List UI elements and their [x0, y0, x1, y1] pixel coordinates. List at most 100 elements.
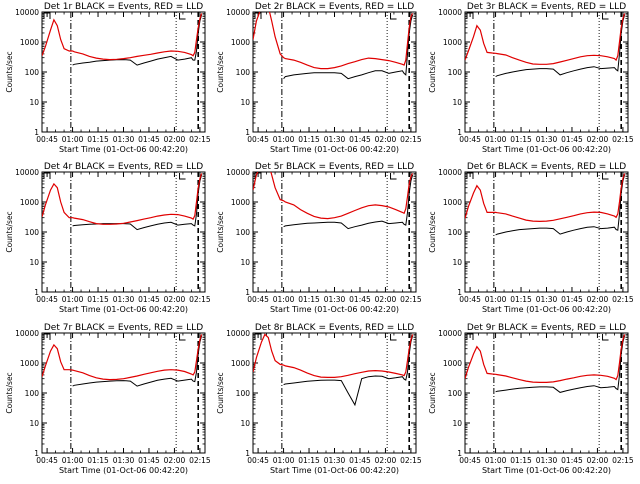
x-tick-label: 02:00 — [587, 135, 609, 144]
panel-1: Det 1r BLACK = Events, RED = LLD 1 10 100 10… — [5, 2, 211, 154]
y-tick-label: 10 — [452, 258, 462, 267]
y-tick-label: 100 — [448, 228, 463, 237]
panel-3: Det 3r BLACK = Events, RED = LLD 1 10 100 10… — [428, 2, 634, 154]
plot-frame — [464, 332, 629, 454]
x-tick-label: 00:45 — [247, 456, 269, 465]
y-tick-label: 1000 — [231, 359, 250, 368]
x-tick-label: 02:15 — [189, 456, 211, 465]
x-tick-label: 02:00 — [375, 135, 397, 144]
y-tick-label: 10000 — [438, 329, 462, 338]
x-axis-label: Start Time (01-Oct-06 00:42:20) — [59, 145, 188, 154]
y-tick-label: 100 — [236, 68, 251, 77]
x-tick-label: 01:45 — [138, 456, 160, 465]
panel-8: Det 8r BLACK = Events, RED = LLD 1 10 100 10… — [216, 323, 422, 475]
time-range-bracket — [390, 334, 397, 341]
x-tick-label: 01:15 — [87, 295, 109, 304]
plot-frame — [41, 11, 206, 133]
x-tick-label: 02:00 — [375, 456, 397, 465]
panel-title: Det 1r BLACK = Events, RED = LLD — [44, 2, 203, 12]
y-tick-label: 10000 — [15, 8, 39, 17]
x-axis-label: Start Time (01-Oct-06 00:42:20) — [482, 466, 611, 475]
x-tick-label: 01:15 — [298, 135, 320, 144]
x-tick-label: 01:45 — [561, 456, 583, 465]
y-tick-label: 100 — [448, 389, 463, 398]
x-tick-label: 00:45 — [459, 295, 481, 304]
panel-title: Det 7r BLACK = Events, RED = LLD — [44, 323, 203, 333]
y-tick-label: 100 — [25, 68, 40, 77]
y-tick-label: 1000 — [20, 198, 39, 207]
y-tick-label: 10000 — [226, 168, 250, 177]
y-tick-label: 1 — [457, 449, 462, 458]
series-events-line — [72, 174, 203, 231]
x-tick-label: 01:00 — [273, 135, 295, 144]
x-axis-label: Start Time (01-Oct-06 00:42:20) — [482, 145, 611, 154]
y-tick-label: 10 — [240, 98, 250, 107]
y-tick-label: 1 — [457, 288, 462, 297]
plot-frame — [41, 171, 206, 293]
x-tick-label: 01:00 — [62, 456, 84, 465]
plot-frame — [252, 11, 417, 133]
series-events-line — [72, 14, 203, 66]
series-events-line — [283, 335, 414, 407]
x-tick-label: 01:00 — [485, 135, 507, 144]
y-tick-label: 1000 — [231, 198, 250, 207]
x-axis-label: Start Time (01-Oct-06 00:42:20) — [270, 305, 399, 314]
x-axis-label: Start Time (01-Oct-06 00:42:20) — [482, 305, 611, 314]
x-tick-label: 02:15 — [400, 456, 422, 465]
time-range-bracket — [466, 12, 474, 19]
time-range-bracket — [602, 13, 609, 20]
y-tick-label: 1 — [457, 128, 462, 137]
time-range-bracket — [179, 173, 186, 180]
series-lld-line — [42, 334, 203, 381]
panel-title: Det 6r BLACK = Events, RED = LLD — [467, 162, 626, 172]
x-tick-label: 01:15 — [298, 456, 320, 465]
time-range-bracket — [390, 173, 397, 180]
x-tick-label: 02:15 — [189, 295, 211, 304]
x-tick-label: 02:00 — [164, 456, 186, 465]
series-lld-line — [253, 333, 414, 378]
y-tick-label: 100 — [236, 228, 251, 237]
x-tick-label: 01:30 — [113, 295, 135, 304]
panel-title: Det 5r BLACK = Events, RED = LLD — [255, 162, 414, 172]
x-tick-label: 02:15 — [189, 135, 211, 144]
x-tick-label: 01:15 — [87, 135, 109, 144]
y-tick-label: 1 — [245, 128, 250, 137]
time-range-bracket — [254, 333, 262, 340]
y-tick-label: 10000 — [15, 168, 39, 177]
y-tick-label: 1 — [34, 449, 39, 458]
y-axis-label: Counts/sec — [428, 51, 437, 92]
y-tick-label: 10 — [29, 98, 39, 107]
series-lld-line — [42, 173, 203, 225]
x-tick-label: 01:45 — [138, 295, 160, 304]
y-tick-label: 100 — [448, 68, 463, 77]
x-tick-label: 02:00 — [375, 295, 397, 304]
panel-4: Det 4r BLACK = Events, RED = LLD 1 10 100 10… — [5, 162, 211, 314]
y-tick-label: 10 — [240, 419, 250, 428]
y-tick-label: 10 — [240, 258, 250, 267]
plot-frame — [464, 11, 629, 133]
panel-title: Det 8r BLACK = Events, RED = LLD — [255, 323, 414, 333]
y-tick-label: 100 — [236, 389, 251, 398]
y-tick-label: 10000 — [226, 8, 250, 17]
plot-frame — [252, 332, 417, 454]
x-tick-label: 01:30 — [113, 456, 135, 465]
y-tick-label: 1 — [34, 288, 39, 297]
x-tick-label: 02:15 — [612, 295, 634, 304]
x-tick-label: 01:30 — [536, 295, 558, 304]
panel-6: Det 6r BLACK = Events, RED = LLD 1 10 100 10… — [428, 162, 634, 314]
time-range-bracket — [390, 13, 397, 20]
x-tick-label: 01:45 — [561, 295, 583, 304]
time-range-bracket — [254, 172, 262, 179]
time-range-bracket — [254, 12, 262, 19]
x-tick-label: 00:45 — [459, 135, 481, 144]
x-tick-label: 01:30 — [324, 135, 346, 144]
x-tick-label: 01:45 — [349, 456, 371, 465]
y-tick-label: 10 — [29, 419, 39, 428]
x-tick-label: 01:30 — [536, 456, 558, 465]
y-tick-label: 1000 — [20, 38, 39, 47]
panel-7: Det 7r BLACK = Events, RED = LLD 1 10 100 10… — [5, 323, 211, 475]
x-tick-label: 02:00 — [587, 456, 609, 465]
y-tick-label: 1 — [34, 128, 39, 137]
y-axis-label: Counts/sec — [216, 372, 225, 413]
x-tick-label: 02:15 — [400, 135, 422, 144]
